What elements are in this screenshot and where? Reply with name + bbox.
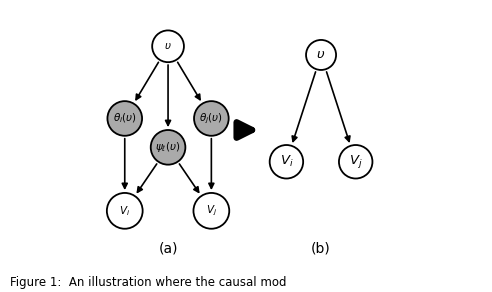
Circle shape xyxy=(193,193,229,229)
Text: $\upsilon$: $\upsilon$ xyxy=(316,48,326,61)
Text: $\theta_j(\upsilon)$: $\theta_j(\upsilon)$ xyxy=(199,111,223,126)
Circle shape xyxy=(107,101,142,136)
Circle shape xyxy=(306,40,336,70)
Text: $V_i$: $V_i$ xyxy=(119,204,130,218)
Text: $\upsilon$: $\upsilon$ xyxy=(164,41,172,51)
Circle shape xyxy=(194,101,229,136)
Text: $\psi_\ell(\upsilon)$: $\psi_\ell(\upsilon)$ xyxy=(155,140,181,154)
Circle shape xyxy=(339,145,372,178)
Text: Figure 1:  An illustration where the causal mod: Figure 1: An illustration where the caus… xyxy=(10,276,286,289)
Text: $V_j$: $V_j$ xyxy=(206,204,217,218)
Text: $V_j$: $V_j$ xyxy=(349,153,363,170)
Text: (b): (b) xyxy=(311,241,331,256)
Text: $\theta_i(\upsilon)$: $\theta_i(\upsilon)$ xyxy=(113,112,137,125)
Circle shape xyxy=(152,30,184,62)
Circle shape xyxy=(151,130,185,165)
Text: (a): (a) xyxy=(158,241,178,256)
Text: $V_i$: $V_i$ xyxy=(279,154,293,169)
Circle shape xyxy=(107,193,143,229)
Circle shape xyxy=(270,145,303,178)
